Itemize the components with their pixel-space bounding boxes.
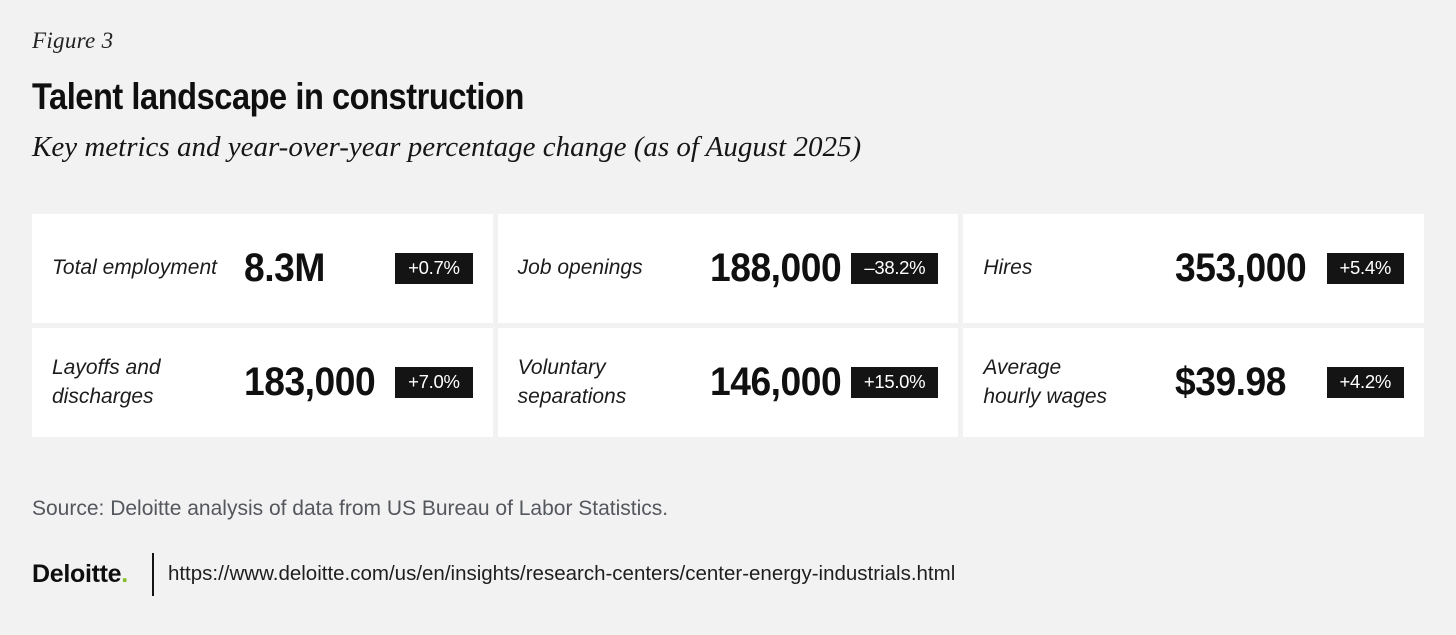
metric-card-total-employment: Total employment 8.3M +0.7%	[32, 214, 493, 323]
metric-value: 353,000	[1175, 246, 1307, 290]
metric-value: 8.3M	[244, 246, 325, 290]
metric-value: 183,000	[244, 360, 376, 404]
deloitte-logo-text: Deloitte	[32, 559, 122, 588]
source-note: Source: Deloitte analysis of data from U…	[32, 497, 669, 520]
metric-label: Layoffs and discharges	[52, 356, 161, 408]
deloitte-logo: Deloitte.	[32, 560, 128, 589]
metric-label: Voluntary separations	[517, 356, 627, 408]
figure-number-label: Figure 3	[32, 28, 114, 53]
metric-value: 146,000	[709, 360, 842, 404]
metric-change-badge: +5.4%	[1326, 253, 1404, 284]
metric-label: Hires	[983, 256, 1033, 280]
metric-value: 188,000	[709, 246, 842, 290]
metric-change-badge: +4.2%	[1326, 367, 1404, 398]
footer-bar: Deloitte. https://www.deloitte.com/us/en…	[32, 552, 1424, 596]
figure-title: Talent landscape in construction	[32, 76, 524, 117]
figure-subtitle: Key metrics and year-over-year percentag…	[32, 131, 862, 163]
metric-label: Average hourly wages	[983, 356, 1108, 408]
metric-value: $39.98	[1175, 360, 1287, 404]
footer-divider	[151, 552, 154, 596]
metric-change-badge: +15.0%	[850, 367, 939, 398]
metric-card-hires: Hires 353,000 +5.4%	[963, 214, 1424, 323]
metric-change-badge: –38.2%	[851, 253, 939, 284]
metric-card-average-hourly-wages: Average hourly wages $39.98 +4.2%	[963, 328, 1424, 437]
figure-title-row: Talent landscape in construction	[32, 54, 1424, 118]
metric-change-badge: +0.7%	[395, 253, 473, 284]
metric-card-layoffs-discharges: Layoffs and discharges 183,000 +7.0%	[32, 328, 493, 437]
metric-cards-grid: Total employment 8.3M +0.7% Job openings…	[32, 214, 1424, 437]
metric-card-voluntary-separations: Voluntary separations 146,000 +15.0%	[497, 328, 959, 437]
metric-label: Job openings	[517, 256, 643, 280]
metric-card-job-openings: Job openings 188,000 –38.2%	[497, 214, 959, 323]
footer-url: https://www.deloitte.com/us/en/insights/…	[167, 562, 956, 585]
metric-change-badge: +7.0%	[395, 367, 473, 398]
metric-label: Total employment	[52, 256, 217, 280]
deloitte-green-dot: .	[121, 559, 128, 588]
